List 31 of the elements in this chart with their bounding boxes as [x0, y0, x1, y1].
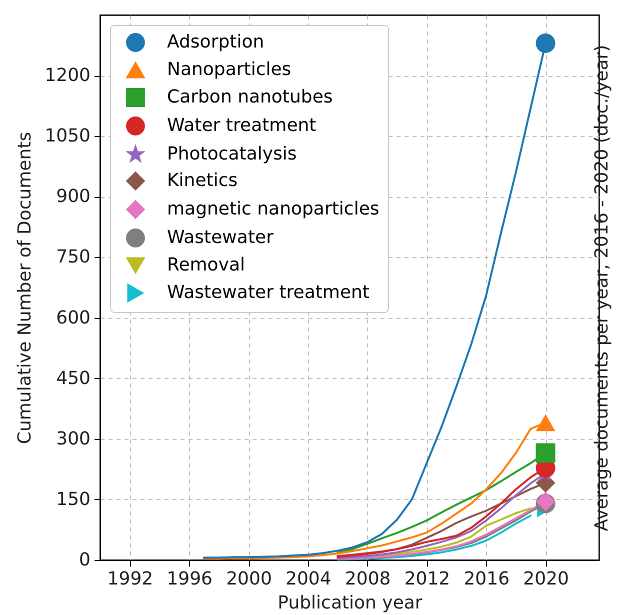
- x-tick-label: 2000: [226, 568, 272, 590]
- x-tick-label: 2012: [404, 568, 450, 590]
- line-series: [336, 514, 532, 561]
- x-tick-label: 1992: [107, 568, 154, 590]
- legend-label: Carbon nanotubes: [167, 86, 333, 108]
- x-tick-label: 2020: [523, 568, 569, 590]
- y-tick-label: 900: [56, 186, 90, 208]
- legend-label: Nanoparticles: [167, 59, 292, 80]
- x-axis-title: Publication year: [278, 592, 423, 614]
- y-tick-label: 600: [56, 307, 90, 328]
- y-tick-label: 1200: [44, 65, 90, 86]
- y-tick-label: 1050: [44, 126, 90, 147]
- legend-label: magnetic nanoparticles: [167, 198, 380, 220]
- x-tick-label: 2004: [286, 568, 332, 590]
- legend-label: Adsorption: [167, 32, 264, 52]
- legend-label: Photocatalysis: [167, 144, 297, 164]
- x-tick-label: 2016: [464, 568, 510, 590]
- x-tick-label: 1996: [166, 568, 213, 590]
- y-tick-label: 0: [79, 550, 90, 570]
- y-tick-label: 450: [56, 368, 90, 389]
- y2-axis-title: Average documents per year, 2016 - 2020 (doc./year): [592, 44, 612, 532]
- legend-label: Wastewater: [167, 227, 274, 248]
- legend-label: Removal: [167, 254, 246, 276]
- x-tick-label: 2008: [344, 568, 391, 590]
- y-tick-label: 750: [56, 246, 90, 268]
- legend-label: Water treatment: [167, 115, 316, 136]
- y-axis-title: Cumulative Number of Documents: [14, 132, 36, 444]
- y-tick-label: 300: [56, 428, 90, 450]
- legend-label: Wastewater treatment: [167, 282, 370, 303]
- y-tick-label: 150: [56, 488, 90, 510]
- legend-label: Kinetics: [167, 170, 238, 191]
